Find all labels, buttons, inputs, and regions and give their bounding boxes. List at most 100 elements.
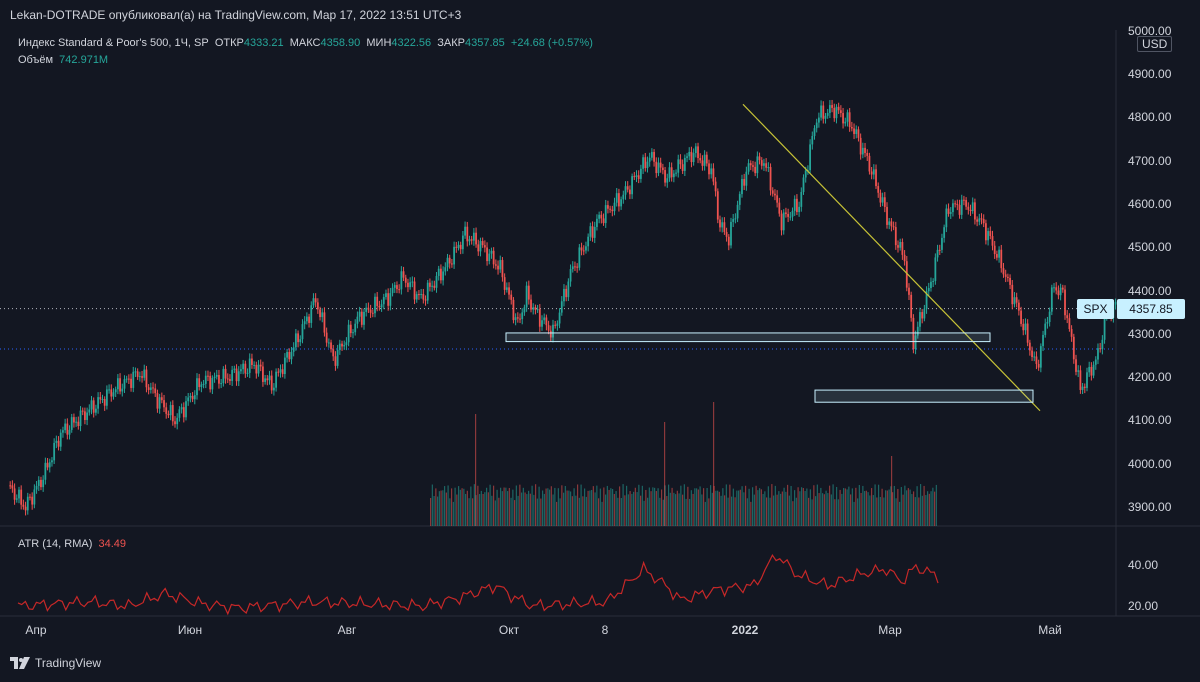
volume-bar — [458, 486, 460, 526]
volume-bar — [857, 498, 859, 526]
currency-button[interactable]: USD — [1137, 36, 1173, 52]
candle-body — [360, 311, 363, 325]
volume-bar — [745, 485, 747, 526]
candle-body — [661, 167, 664, 171]
volume-bar — [587, 490, 589, 526]
candle-body — [607, 205, 609, 209]
volume-bar — [445, 492, 447, 526]
volume-legend: Объём 742.971M — [18, 54, 108, 66]
volume-bar — [718, 491, 720, 526]
candle-body — [136, 371, 139, 377]
volume-bar — [755, 485, 757, 526]
candle-body — [352, 332, 354, 334]
volume-bar — [717, 490, 719, 526]
candle-body — [448, 257, 451, 264]
volume-bar — [727, 497, 729, 526]
candle-body — [57, 440, 60, 447]
volume-bar — [878, 484, 880, 526]
candle-body — [620, 199, 623, 207]
candle-body — [631, 176, 633, 195]
open-label: ОТКР — [214, 37, 244, 49]
candle-body — [1103, 316, 1106, 340]
candle-body — [787, 213, 790, 217]
candle-body — [958, 204, 961, 215]
candle-body — [635, 175, 638, 177]
candle-body — [1092, 364, 1095, 376]
candle-body — [905, 261, 908, 288]
volume-bar — [827, 493, 829, 526]
volume-bar — [867, 492, 869, 526]
price-tick: 4700.00 — [1128, 153, 1172, 168]
footer-brand: TradingView — [35, 656, 102, 670]
candle-body — [1059, 287, 1062, 296]
candle-body — [455, 246, 458, 248]
candle-body — [1037, 363, 1040, 368]
price-tick: 4000.00 — [1128, 456, 1172, 471]
volume-label[interactable]: Объём — [18, 54, 54, 66]
close-value: 4357.85 — [465, 37, 505, 49]
volume-bar — [734, 497, 736, 526]
atr-label[interactable]: ATR (14, RMA) — [18, 538, 93, 550]
candle-body — [1026, 323, 1029, 343]
candle-body — [1081, 386, 1084, 390]
volume-bar — [661, 489, 663, 526]
candle-body — [37, 479, 40, 486]
candle-body — [182, 407, 185, 418]
volume-bar — [928, 493, 930, 526]
candle-body — [253, 364, 256, 366]
volume-bar — [694, 488, 696, 526]
volume-bar — [482, 493, 484, 526]
candle-body — [1004, 274, 1007, 277]
volume-bar — [788, 495, 790, 526]
volume-bar — [580, 484, 582, 526]
volume-bar — [603, 487, 605, 526]
volume-bar — [872, 495, 874, 526]
volume-bar — [851, 488, 853, 526]
candle-body — [956, 203, 959, 205]
candle-body — [756, 156, 759, 174]
candle-body — [457, 244, 460, 248]
time-tick: Июн — [177, 623, 203, 637]
candle-body — [264, 378, 267, 382]
candle-body — [916, 326, 919, 336]
tradingview-logo[interactable]: TradingView — [10, 656, 101, 670]
symbol-title[interactable]: Индекс Standard & Poor's 500, 1Ч, SP — [18, 37, 209, 49]
candle-body — [694, 146, 697, 154]
candle-body — [947, 208, 950, 214]
candle-body — [292, 347, 295, 352]
candle-body — [995, 254, 998, 258]
candle-body — [116, 378, 119, 390]
candle-body — [143, 369, 146, 378]
volume-bar — [708, 498, 710, 526]
low-value: 4322.56 — [391, 37, 432, 49]
volume-bar — [498, 497, 500, 526]
volume-bar — [535, 484, 537, 526]
candle-body — [226, 378, 229, 380]
candle-body — [281, 369, 284, 375]
volume-bar — [578, 497, 580, 526]
candle-body — [160, 397, 163, 401]
candle-body — [705, 154, 708, 164]
candle-body — [692, 153, 695, 163]
candle-body — [822, 105, 825, 119]
volume-bar — [547, 488, 549, 526]
candle-body — [519, 318, 521, 320]
volume-bar — [930, 491, 932, 526]
volume-bar — [790, 485, 792, 526]
volume-bar — [640, 495, 642, 526]
candle-body — [633, 176, 636, 178]
candle-body — [989, 231, 992, 237]
candle-body — [774, 193, 776, 196]
volume-bar — [865, 490, 867, 526]
candle-body — [525, 285, 528, 308]
volume-bar — [774, 485, 776, 526]
candle-body — [598, 214, 601, 219]
candle-body — [892, 226, 895, 228]
candle-body — [1083, 386, 1086, 388]
candle-body — [196, 378, 198, 396]
candle-body — [560, 301, 563, 313]
volume-bar — [738, 490, 740, 526]
candle-body — [413, 281, 416, 300]
candle-body — [365, 307, 368, 312]
